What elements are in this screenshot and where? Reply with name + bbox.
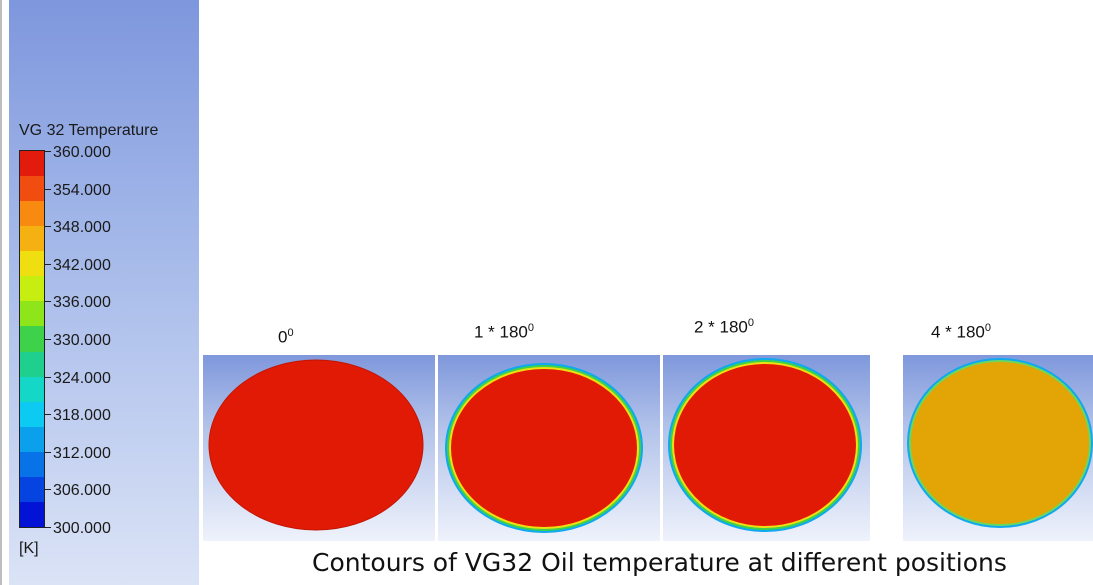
colorbar-band (20, 426, 44, 452)
colorbar-band (20, 476, 44, 502)
colorbar-band (20, 301, 44, 327)
contour-panel-1x180 (438, 355, 660, 541)
color-legend-panel: VG 32 Temperature [K] 360.000 354.000 348.… (9, 0, 199, 585)
colorbar-band (20, 326, 44, 352)
colorbar-band (20, 251, 44, 277)
colorbar-tick-label: 348.000 (53, 219, 111, 237)
colorbar-tick-label: 354.000 (53, 181, 111, 199)
colorbar-tick-label: 342.000 (53, 256, 111, 274)
colorbar-tick-mark (45, 414, 51, 416)
colorbar-tick-mark (45, 527, 51, 528)
colorbar-band (20, 351, 44, 377)
position-label-0: 00 (278, 327, 294, 347)
colorbar-tick-mark (45, 339, 51, 340)
colorbar-tick-label: 324.000 (53, 369, 111, 387)
legend-title: VG 32 Temperature (19, 122, 159, 139)
colorbar (19, 150, 45, 528)
colorbar-tick-mark (45, 188, 51, 190)
colorbar-tick-mark (45, 376, 51, 378)
colorbar-band (20, 226, 44, 252)
colorbar-band (20, 201, 44, 227)
colorbar-band (20, 401, 44, 427)
colorbar-tick-label: 300.000 (53, 520, 111, 537)
colorbar-tick-label: 336.000 (53, 294, 111, 312)
contour-disc-4x180 (911, 362, 1089, 524)
colorbar-tick-mark (45, 226, 51, 228)
figure-caption: Contours of VG32 Oil temperature at diff… (312, 548, 1007, 577)
colorbar-band (20, 451, 44, 477)
colorbar-band (20, 376, 44, 402)
position-label-2x180: 2 * 1800 (694, 317, 755, 337)
colorbar-tick-label: 318.000 (53, 407, 111, 425)
contour-panel-0 (203, 355, 435, 541)
contour-disc-2x180 (674, 364, 856, 526)
contour-plot-1x180 (445, 363, 643, 533)
colorbar-band (20, 276, 44, 302)
colorbar-tick-label: 312.000 (53, 444, 111, 462)
position-label-1x180: 1 * 1800 (474, 322, 535, 342)
legend-divider-line (0, 0, 2, 585)
contour-plot-0 (208, 359, 424, 531)
contour-plot-4x180 (907, 358, 1093, 528)
colorbar-tick-mark (45, 301, 51, 303)
colorbar-tick-label: 330.000 (53, 332, 111, 349)
colorbar-tick-mark (45, 151, 51, 152)
position-label-4x180: 4 * 1800 (931, 322, 992, 342)
colorbar-band (20, 176, 44, 202)
colorbar-band (20, 501, 44, 527)
colorbar-tick-label: 306.000 (53, 482, 111, 500)
contour-disc-0 (208, 359, 424, 531)
colorbar-band (20, 151, 44, 177)
colorbar-tick-mark (45, 451, 51, 453)
legend-units: [K] (19, 540, 39, 557)
contour-plot-2x180 (668, 358, 862, 532)
contour-panel-4x180 (903, 355, 1093, 541)
contour-panel-2x180 (663, 355, 870, 541)
colorbar-tick-label: 360.000 (53, 144, 111, 161)
contour-disc-1x180 (451, 369, 637, 527)
colorbar-tick-mark (45, 489, 51, 491)
colorbar-tick-mark (45, 263, 51, 265)
